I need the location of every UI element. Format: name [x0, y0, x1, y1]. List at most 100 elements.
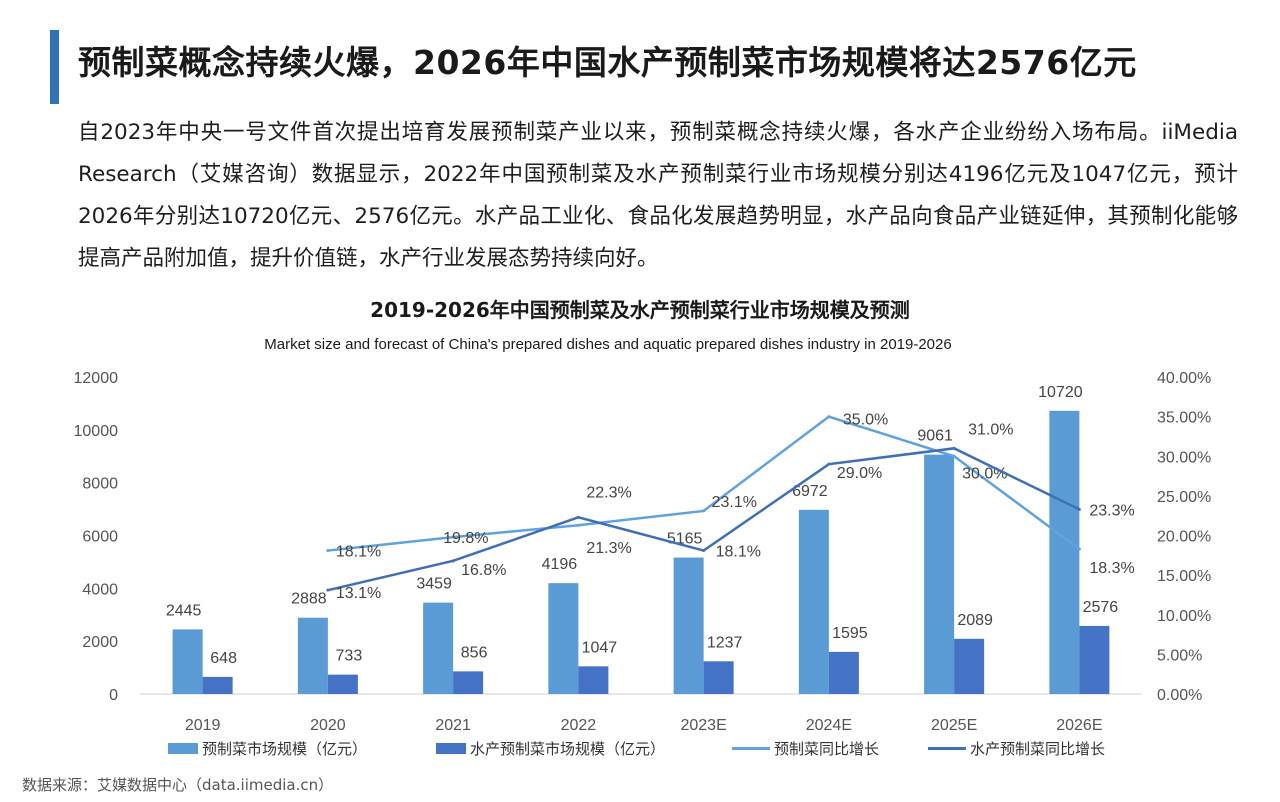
- title-accent-bar: [50, 30, 59, 104]
- bar-label-aquatic: 733: [336, 648, 363, 665]
- line-label-prepared-dishes-growth: 19.8%: [443, 530, 488, 547]
- y-left-tick-label: 4000: [82, 581, 118, 598]
- x-tick-label: 2021: [435, 717, 471, 734]
- x-tick-label: 2022: [561, 717, 597, 734]
- line-prepared-dishes-growth: [327, 415, 1081, 552]
- page-title: 预制菜概念持续火爆，2026年中国水产预制菜市场规模将达2576亿元: [78, 43, 1137, 82]
- bar-aquatic-prepared-dishes: [828, 651, 859, 694]
- bar-label-prepared-dishes: 3459: [416, 576, 452, 593]
- bar-prepared-dishes: [423, 602, 454, 694]
- point-aquatic-growth: [1077, 507, 1081, 511]
- point-prepared-dishes-growth: [451, 535, 455, 539]
- bar-label-aquatic: 856: [461, 644, 488, 661]
- bar-label-aquatic: 1237: [707, 634, 743, 651]
- y-right-tick-label: 30.00%: [1157, 449, 1211, 466]
- legend-swatch: [168, 742, 198, 754]
- line-label-prepared-dishes-growth: 21.3%: [586, 540, 631, 557]
- bar-label-prepared-dishes: 10720: [1038, 384, 1083, 401]
- line-label-prepared-dishes-growth: 23.1%: [712, 494, 757, 511]
- point-prepared-dishes-growth: [1077, 547, 1081, 551]
- bar-prepared-dishes: [798, 509, 829, 694]
- bar-label-aquatic: 648: [210, 650, 237, 667]
- line-label-prepared-dishes-growth: 30.0%: [962, 465, 1007, 482]
- data-source: 数据来源：艾媒数据中心（data.iimedia.cn）: [22, 776, 334, 794]
- bar-label-prepared-dishes: 2445: [166, 602, 202, 619]
- bar-label-prepared-dishes: 9061: [917, 428, 953, 445]
- legend-label: 水产预制菜同比增长: [970, 739, 1106, 758]
- bar-label-prepared-dishes: 2888: [291, 591, 327, 608]
- legend-item-prepared-dishes-growth: 预制菜同比增长: [732, 736, 879, 760]
- legend-item-aquatic-growth: 水产预制菜同比增长: [928, 736, 1105, 760]
- y-right-tick-label: 0.00%: [1157, 687, 1202, 704]
- bar-prepared-dishes: [297, 617, 328, 694]
- bar-prepared-dishes: [924, 454, 955, 694]
- bar-label-aquatic: 2089: [957, 612, 993, 629]
- bar-label-prepared-dishes: 4196: [542, 556, 578, 573]
- y-right-tick-label: 35.00%: [1157, 410, 1211, 427]
- legend-swatch: [436, 742, 466, 754]
- line-label-aquatic-growth: 31.0%: [968, 421, 1013, 438]
- y-right-tick-label: 40.00%: [1157, 370, 1211, 387]
- y-left-tick-label: 6000: [82, 529, 118, 546]
- legend-swatch: [928, 746, 966, 750]
- y-right-tick-label: 5.00%: [1157, 647, 1202, 664]
- line-label-aquatic-growth: 29.0%: [837, 465, 882, 482]
- x-tick-label: 2024E: [806, 717, 852, 734]
- bar-aquatic-prepared-dishes: [202, 676, 233, 694]
- bar-aquatic-prepared-dishes: [327, 674, 358, 694]
- line-label-aquatic-growth: 13.1%: [336, 585, 381, 602]
- legend-label: 预制菜同比增长: [774, 739, 880, 758]
- bar-aquatic-prepared-dishes: [578, 666, 609, 694]
- y-right-tick-label: 15.00%: [1157, 568, 1211, 585]
- point-aquatic-growth: [827, 462, 831, 466]
- y-left-tick-label: 2000: [82, 634, 118, 651]
- y-left-tick-label: 0: [109, 687, 118, 704]
- x-tick-label: 2020: [310, 717, 346, 734]
- y-left-tick-label: 10000: [74, 423, 119, 440]
- point-aquatic-growth: [326, 588, 330, 592]
- legend-swatch: [732, 746, 770, 750]
- point-aquatic-growth: [702, 549, 706, 553]
- y-left-tick-label: 8000: [82, 476, 118, 493]
- bar-prepared-dishes: [1049, 410, 1080, 694]
- chart-title: 2019-2026年中国预制菜及水产预制菜行业市场规模及预测: [370, 298, 910, 322]
- intro-paragraph: 自2023年中央一号文件首次提出培育发展预制菜产业以来，预制菜概念持续火爆，各水…: [78, 120, 1238, 271]
- line-label-prepared-dishes-growth: 18.1%: [336, 544, 381, 561]
- bar-prepared-dishes: [548, 583, 579, 694]
- point-prepared-dishes-growth: [702, 509, 706, 513]
- line-label-prepared-dishes-growth: 35.0%: [843, 412, 888, 429]
- chart-legend: 预制菜市场规模（亿元） 水产预制菜市场规模（亿元） 预制菜同比增长 水产预制菜同…: [0, 736, 1280, 760]
- point-prepared-dishes-growth: [827, 415, 831, 419]
- line-label-prepared-dishes-growth: 18.3%: [1089, 560, 1134, 577]
- bar-aquatic-prepared-dishes: [954, 638, 985, 694]
- x-tick-label: 2023E: [680, 717, 726, 734]
- point-prepared-dishes-growth: [576, 523, 580, 527]
- y-right-tick-label: 25.00%: [1157, 489, 1211, 506]
- y-right-tick-label: 20.00%: [1157, 529, 1211, 546]
- line-label-aquatic-growth: 23.3%: [1089, 502, 1134, 519]
- bar-prepared-dishes: [172, 629, 203, 694]
- x-tick-label: 2025E: [931, 717, 977, 734]
- bar-label-aquatic: 2576: [1083, 599, 1119, 616]
- legend-label: 水产预制菜市场规模（亿元）: [470, 739, 666, 758]
- y-right-tick-label: 10.00%: [1157, 608, 1211, 625]
- line-label-aquatic-growth: 18.1%: [716, 544, 761, 561]
- point-prepared-dishes-growth: [326, 549, 330, 553]
- legend-item-prepared-dishes-size: 预制菜市场规模（亿元）: [168, 736, 367, 760]
- y-left-tick-label: 12000: [74, 370, 119, 387]
- bar-label-aquatic: 1595: [832, 625, 868, 642]
- line-label-aquatic-growth: 16.8%: [461, 562, 506, 579]
- point-aquatic-growth: [576, 515, 580, 519]
- legend-label: 预制菜市场规模（亿元）: [202, 739, 368, 758]
- chart-subtitle: Market size and forecast of China's prep…: [264, 336, 952, 353]
- point-prepared-dishes-growth: [952, 454, 956, 458]
- line-label-aquatic-growth: 22.3%: [586, 484, 631, 501]
- bar-aquatic-prepared-dishes: [703, 661, 734, 694]
- point-aquatic-growth: [451, 559, 455, 563]
- point-aquatic-growth: [952, 446, 956, 450]
- legend-item-aquatic-size: 水产预制菜市场规模（亿元）: [436, 736, 665, 760]
- x-tick-label: 2026E: [1056, 717, 1102, 734]
- bar-aquatic-prepared-dishes: [453, 671, 484, 694]
- bar-prepared-dishes: [673, 557, 704, 694]
- bar-label-aquatic: 1047: [582, 639, 618, 656]
